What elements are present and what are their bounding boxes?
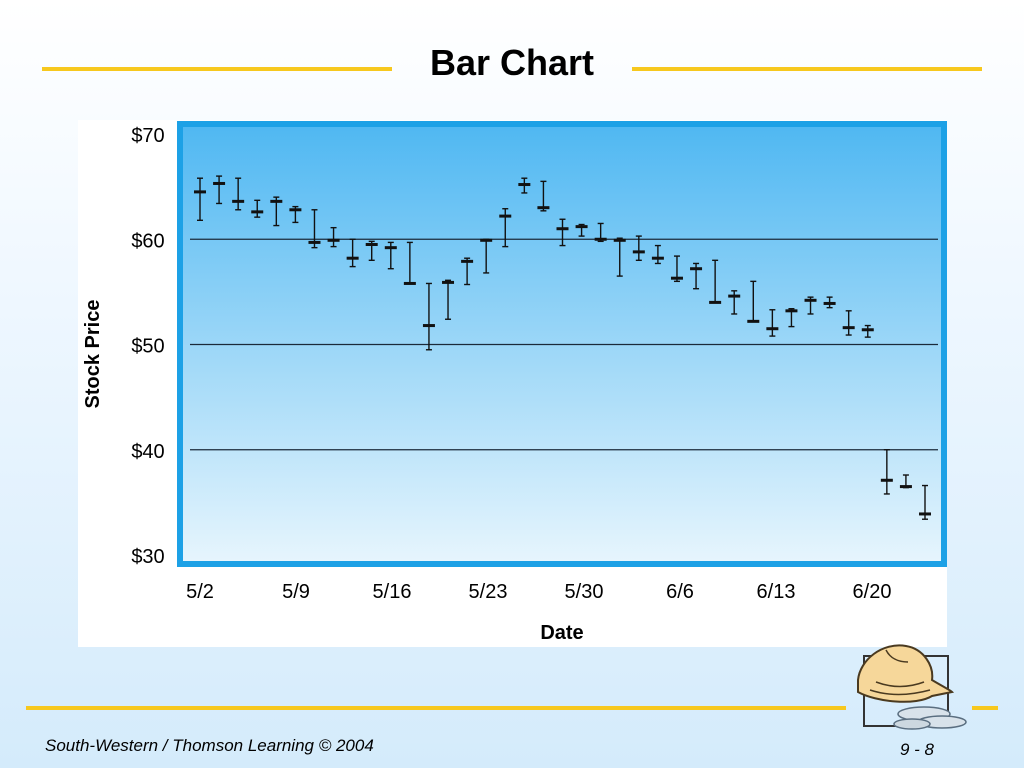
x-tick-label: 6/20: [853, 581, 892, 603]
price-bar: [861, 324, 874, 338]
title-rule-left: [42, 67, 392, 71]
x-tick-label: 6/13: [757, 581, 796, 603]
price-bar: [518, 177, 531, 194]
x-tick-label: 5/23: [469, 581, 508, 603]
x-axis-label: Date: [540, 622, 583, 644]
price-bar: [251, 199, 264, 218]
price-bar: [461, 257, 474, 286]
price-bar: [384, 241, 397, 270]
y-tick-label: $40: [131, 441, 164, 463]
footer-credit: South-Western / Thomson Learning © 2004: [45, 736, 374, 755]
footer-rule-left: [26, 706, 846, 710]
price-bar: [785, 308, 798, 328]
y-tick-label: $50: [131, 336, 164, 358]
price-bar: [365, 240, 378, 262]
x-tick-label: 6/6: [666, 581, 694, 603]
price-bar: [403, 241, 416, 285]
price-bar: [537, 180, 550, 212]
price-bar: [422, 282, 435, 351]
price-bar: [480, 238, 493, 274]
x-tick-label: 5/2: [186, 581, 214, 603]
hand-with-coins-icon: [857, 644, 967, 730]
chart-panel: $30 $40 $50 $60 $70 5/2 5/9 5/16 5/23 5/30 6/6 6/1…: [78, 120, 947, 647]
price-bar: [194, 177, 206, 222]
slide-title: Bar Chart: [429, 42, 595, 83]
y-axis-label: Stock Price: [82, 300, 104, 409]
price-bars: [194, 175, 931, 520]
price-bar: [213, 175, 226, 205]
price-bar: [575, 223, 588, 237]
stock-price-chart: $30 $40 $50 $60 $70 5/2 5/9 5/16 5/23 5/30 6/6 6/1…: [82, 121, 947, 644]
price-bar: [899, 474, 912, 489]
price-bar: [747, 280, 760, 323]
price-bar: [232, 177, 245, 211]
price-bar: [709, 259, 722, 304]
price-bar: [728, 290, 741, 315]
slide-number: 9 - 8: [899, 740, 934, 759]
price-bar: [289, 205, 302, 224]
price-bar: [842, 310, 855, 336]
price-bar: [766, 309, 779, 337]
price-bar: [308, 209, 321, 249]
footer-rule-right: [972, 706, 998, 710]
price-bar: [880, 449, 893, 495]
x-tick-label: 5/9: [282, 581, 310, 603]
price-bar: [594, 222, 607, 243]
price-bar: [270, 196, 283, 227]
price-bar: [651, 244, 664, 265]
title-rule-right: [632, 67, 982, 71]
price-bar: [670, 255, 683, 283]
y-tick-label: $30: [131, 546, 164, 568]
y-tick-label: $60: [131, 230, 164, 252]
x-tick-labels: 5/2 5/9 5/16 5/23 5/30 6/6 6/13 6/20: [186, 581, 891, 603]
price-bar: [823, 296, 836, 309]
x-tick-label: 5/30: [565, 581, 604, 603]
x-tick-label: 5/16: [373, 581, 412, 603]
price-bar: [442, 279, 455, 320]
price-bar: [346, 238, 359, 268]
price-bar: [690, 262, 703, 290]
y-tick-labels: $30 $40 $50 $60 $70: [131, 125, 164, 568]
y-tick-label: $70: [131, 125, 164, 147]
price-bar: [632, 235, 645, 262]
price-bar: [804, 296, 817, 315]
price-bar: [919, 484, 931, 520]
price-bar: [327, 226, 340, 248]
price-bar: [556, 218, 569, 247]
price-bar: [499, 208, 512, 248]
price-bar: [613, 237, 626, 277]
